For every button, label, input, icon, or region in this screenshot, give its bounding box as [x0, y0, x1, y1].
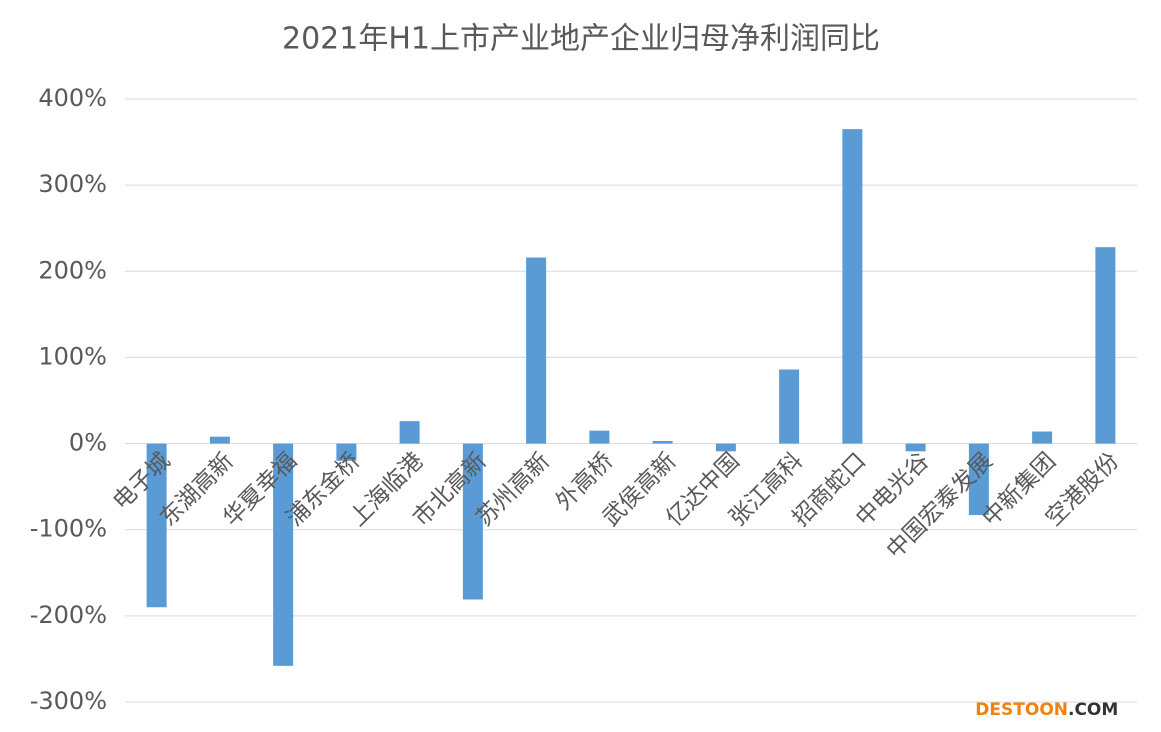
bar	[652, 440, 673, 444]
y-tick-label: 0%	[69, 429, 107, 457]
bar	[399, 421, 420, 444]
bar	[779, 369, 800, 444]
bar	[842, 129, 863, 444]
watermark-brand: DESTOON	[975, 700, 1068, 720]
y-tick-label: 400%	[38, 84, 107, 112]
bar	[273, 443, 294, 666]
bar	[715, 443, 736, 452]
y-tick-label: 200%	[38, 256, 107, 284]
watermark-suffix: .COM	[1068, 700, 1118, 720]
bar	[146, 443, 167, 608]
bar	[589, 430, 610, 444]
y-tick-label: -300%	[30, 687, 107, 715]
bar	[905, 443, 926, 452]
chart-title: 2021年H1上市产业地产企业归母净利润同比	[282, 22, 880, 57]
y-tick-label: -100%	[30, 515, 107, 543]
grid	[125, 98, 1137, 703]
y-tick-label: -200%	[30, 601, 107, 629]
bars	[146, 129, 1116, 666]
bar	[1032, 431, 1053, 444]
bar	[968, 443, 989, 516]
bar	[526, 257, 547, 444]
y-tick-label: 300%	[38, 170, 107, 198]
bar	[209, 436, 230, 444]
bar	[336, 443, 357, 461]
bar	[462, 443, 483, 600]
y-tick-label: 100%	[38, 342, 107, 370]
bar	[1095, 247, 1116, 444]
